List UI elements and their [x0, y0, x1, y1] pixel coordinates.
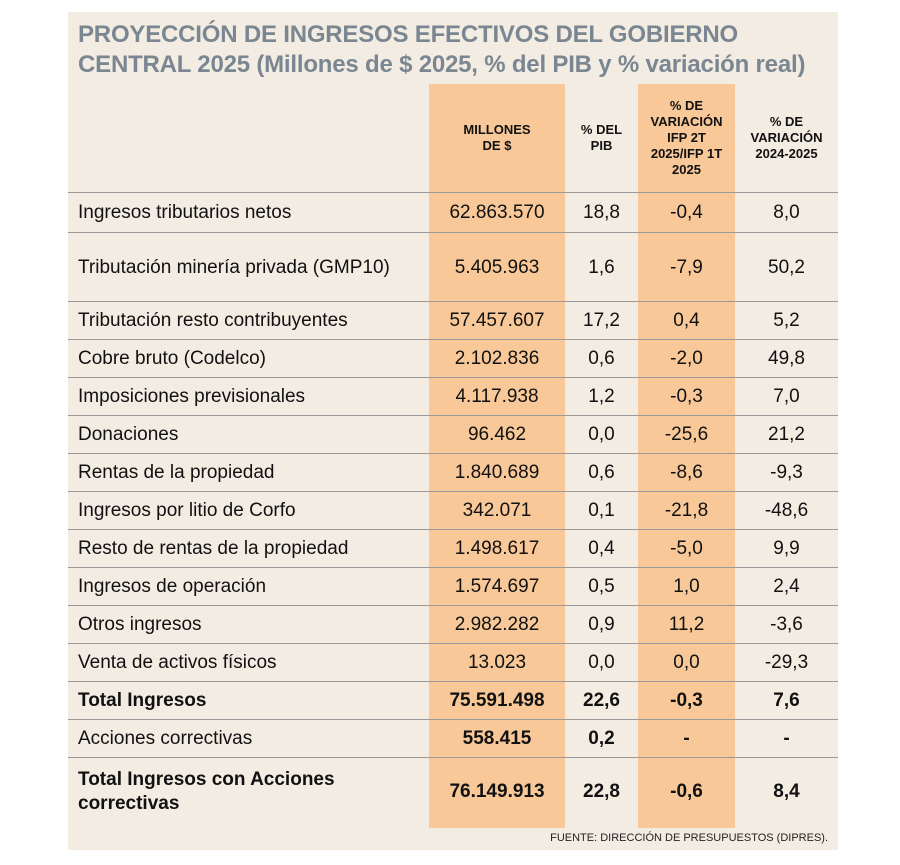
table-row: Tributación resto contribuyentes 57.457.6… [68, 301, 838, 340]
cell-variacion-anual: 7,0 [773, 386, 800, 407]
row-label: Acciones correctivas [78, 728, 253, 749]
source-note: FUENTE: DIRECCIÓN DE PRESUPUESTOS (DIPRE… [550, 832, 828, 844]
cell-millones: 1.574.697 [454, 576, 540, 597]
cell-pib: 1,6 [588, 256, 615, 278]
cell-pib: 18,8 [583, 202, 620, 223]
row-label: Total Ingresos con Acciones correctivas [78, 769, 335, 814]
table-row: Ingresos por litio de Corfo 342.071 0,1 -21… [68, 491, 838, 530]
cell-variacion-ifp: -8,6 [670, 462, 703, 483]
header-millones: MILLONES DE $ [463, 122, 531, 153]
cell-millones: 4.117.938 [455, 386, 539, 407]
cell-variacion-ifp: -21,8 [664, 500, 709, 521]
table-row: Ingresos de operación 1.574.697 0,5 1,0 2,4 [68, 567, 838, 606]
cell-millones: 558.415 [462, 728, 532, 749]
cell-millones: 5.405.963 [454, 256, 540, 278]
table-row: Cobre bruto (Codelco) 2.102.836 0,6 -2,0 49,… [68, 339, 838, 378]
row-label: Donaciones [78, 424, 179, 445]
cell-variacion-ifp: -0,6 [670, 781, 703, 802]
table-row: Venta de activos físicos 13.023 0,0 0,0 -29,… [68, 643, 838, 682]
variacion-ifp-column-highlight [638, 84, 735, 828]
table-row: Resto de rentas de la propiedad 1.498.617… [68, 529, 838, 568]
cell-variacion-ifp: 0,0 [673, 652, 700, 673]
cell-millones: 76.149.913 [449, 781, 545, 802]
cell-millones: 96.462 [467, 424, 527, 445]
cell-variacion-anual: 2,4 [773, 576, 800, 597]
cell-variacion-anual: 9,9 [773, 538, 800, 559]
header-pib: % DEL PIB [580, 122, 623, 153]
cell-millones: 75.591.498 [449, 690, 545, 711]
cell-variacion-ifp: 11,2 [668, 614, 705, 635]
table-row: Ingresos tributarios netos 62.863.570 18,8… [68, 192, 838, 233]
cell-pib: 17,2 [583, 310, 620, 331]
table-row: Donaciones 96.462 0,0 -25,6 21,2 [68, 415, 838, 454]
cell-variacion-anual: 49,8 [768, 348, 805, 369]
cell-pib: 0,6 [588, 462, 615, 483]
row-label: Total Ingresos [78, 690, 207, 711]
table-row: Rentas de la propiedad 1.840.689 0,6 -8,6 -9… [68, 453, 838, 492]
cell-pib: 0,1 [588, 500, 615, 521]
row-label: Ingresos de operación [78, 576, 267, 597]
row-label: Otros ingresos [78, 614, 202, 635]
row-label: Ingresos por litio de Corfo [78, 500, 296, 521]
row-label: Ingresos tributarios netos [78, 202, 292, 223]
cell-variacion-anual: 50,2 [768, 256, 805, 278]
row-label: Tributación resto contribuyentes [78, 310, 348, 331]
cell-millones: 2.982.282 [454, 614, 540, 635]
cell-variacion-ifp: -0,4 [670, 202, 703, 223]
cell-variacion-ifp: -0,3 [670, 690, 703, 711]
cell-pib: 0,4 [588, 538, 615, 559]
row-label: Imposiciones previsionales [78, 386, 306, 407]
cell-variacion-ifp: -25,6 [664, 424, 709, 445]
cell-pib: 22,6 [583, 690, 620, 711]
cell-variacion-anual: 5,2 [773, 310, 800, 331]
cell-variacion-anual: -48,6 [764, 500, 809, 521]
table-row: Total Ingresos con Acciones correctivas 7… [68, 757, 838, 826]
cell-pib: 0,0 [588, 652, 615, 673]
cell-millones: 1.498.617 [454, 538, 540, 559]
cell-millones: 1.840.689 [454, 462, 540, 483]
table-row: Acciones correctivas 558.415 0,2 - - [68, 719, 838, 758]
cell-variacion-ifp: 0,4 [673, 310, 700, 331]
cell-millones: 57.457.607 [449, 310, 545, 331]
cell-variacion-ifp: 1,0 [673, 576, 700, 597]
row-label: Resto de rentas de la propiedad [78, 538, 349, 559]
cell-millones: 2.102.836 [454, 348, 540, 369]
cell-variacion-ifp: -0,3 [670, 386, 703, 407]
table-row: Otros ingresos 2.982.282 0,9 11,2 -3,6 [68, 605, 838, 644]
cell-millones: 62.863.570 [449, 202, 545, 223]
cell-pib: 0,6 [588, 348, 615, 369]
cell-pib: 0,2 [588, 728, 615, 749]
cell-pib: 1,2 [588, 386, 615, 407]
cell-pib: 22,8 [583, 781, 620, 802]
cell-pib: 0,0 [588, 424, 615, 445]
cell-variacion-ifp: -7,9 [670, 256, 703, 278]
cell-variacion-anual: -9,3 [770, 462, 803, 483]
cell-variacion-ifp: -2,0 [670, 348, 703, 369]
cell-variacion-ifp: -5,0 [670, 538, 703, 559]
row-label: Cobre bruto (Codelco) [78, 348, 266, 369]
cell-variacion-anual: 7,6 [773, 690, 800, 711]
cell-variacion-anual: -3,6 [770, 614, 803, 635]
cell-pib: 0,9 [588, 614, 615, 635]
cell-variacion-ifp: - [683, 728, 690, 749]
cell-variacion-anual: -29,3 [764, 652, 809, 673]
cell-pib: 0,5 [588, 576, 615, 597]
table-card: PROYECCIÓN DE INGRESOS EFECTIVOS DEL GOB… [68, 12, 838, 850]
cell-variacion-anual: 8,0 [773, 202, 800, 223]
cell-variacion-anual: 8,4 [773, 781, 800, 802]
cell-variacion-anual: 21,2 [768, 424, 805, 445]
table-row: Imposiciones previsionales 4.117.938 1,2 -0… [68, 377, 838, 416]
row-label: Venta de activos físicos [78, 652, 277, 673]
cell-millones: 342.071 [462, 500, 532, 521]
table-row: Total Ingresos 75.591.498 22,6 -0,3 7,6 [68, 681, 838, 720]
table-row: Tributación minería privada (GMP10) 5.405… [68, 232, 838, 302]
cell-millones: 13.023 [467, 652, 527, 673]
millones-column-highlight [429, 84, 565, 828]
row-label: Tributación minería privada (GMP10) [78, 256, 390, 278]
row-label: Rentas de la propiedad [78, 462, 275, 483]
cell-variacion-anual: - [783, 728, 790, 749]
header-variacion-anual: % DE VARIACIÓN 2024-2025 [750, 114, 823, 161]
header-variacion-ifp: % DE VARIACIÓN IFP 2T 2025/IFP 1T 2025 [650, 98, 723, 177]
table-title: PROYECCIÓN DE INGRESOS EFECTIVOS DEL GOB… [78, 21, 806, 78]
